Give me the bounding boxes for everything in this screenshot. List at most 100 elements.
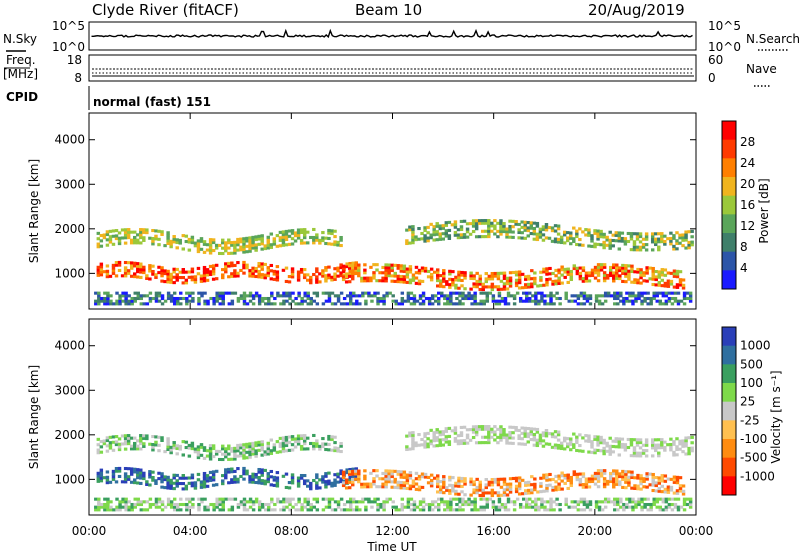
velocity-cell [215,497,219,501]
power-cell [485,296,490,301]
velocity-cell [400,505,405,509]
velocity-cell [373,500,377,504]
power-cell [400,299,405,303]
velocity-cell [511,441,515,445]
power-cell [481,219,485,223]
power-cell [184,281,189,285]
velocity-cell [239,451,243,455]
power-cell [166,231,170,235]
power-cell [623,237,628,241]
colorbar-tick-label: 20 [740,177,755,191]
velocity-cell [309,502,313,507]
power-cell [456,228,461,232]
power-cell [621,271,625,275]
power-cell [453,231,458,235]
power-cell [415,299,420,303]
velocity-cell [190,481,195,485]
velocity-cell [458,497,462,501]
power-cell [136,262,140,266]
power-cell [673,291,678,295]
velocity-cell [208,444,213,448]
velocity-cell [390,485,394,489]
velocity-cell [508,485,513,489]
velocity-cell [657,487,661,491]
power-cell [245,302,250,306]
velocity-cell [637,502,641,507]
velocity-cell [224,449,228,454]
velocity-cell [534,505,538,509]
power-cell [417,237,421,241]
power-cell [193,244,198,248]
power-cell [239,245,243,249]
power-cell [481,221,485,225]
power-cell [476,302,480,306]
velocity-cell [426,481,431,485]
power-cell [282,291,286,295]
power-cell [196,244,201,248]
power-cell [420,269,425,273]
power-cell [451,278,455,282]
velocity-cell [324,482,328,486]
velocity-cell [645,474,649,478]
power-cell [230,274,234,278]
power-cell [151,264,155,268]
velocity-cell [660,476,665,480]
power-cell [172,235,176,239]
power-cell [97,302,101,306]
power-cell [106,302,110,306]
velocity-cell [590,440,594,444]
velocity-cell [554,488,558,492]
power-cell [251,238,255,242]
velocity-cell [99,479,104,483]
power-cell [190,235,195,239]
velocity-cell [599,471,604,475]
power-cell [202,240,207,244]
velocity-cell [224,470,228,475]
velocity-cell [514,476,519,480]
velocity-cell [133,478,137,482]
velocity-cell [169,448,173,452]
power-cell [641,243,646,247]
power-cell [393,279,397,283]
velocity-cell [660,484,665,488]
power-cell [279,302,283,306]
velocity-cell [590,442,594,446]
power-cell [584,274,589,278]
velocity-cell [596,448,600,452]
power-cell [569,242,573,246]
power-cell [321,269,325,273]
power-cell [564,296,568,301]
power-cell [663,273,668,277]
power-cell [629,237,634,241]
power-cell [154,296,159,301]
power-cell [687,230,691,234]
velocity-cell [166,442,170,446]
power-cell [621,263,625,267]
power-cell [264,296,268,301]
velocity-cell [133,444,137,448]
velocity-cell [175,481,179,485]
velocity-cell [227,457,231,461]
velocity-cell [660,490,665,494]
power-cell [393,263,397,267]
power-cell [690,235,694,239]
velocity-cell [163,505,168,509]
power-cell [278,236,283,240]
power-cell [97,299,101,303]
velocity-cell [118,500,122,504]
velocity-cell [166,486,170,490]
power-cell [245,266,249,270]
power-cell [675,272,680,276]
velocity-cell [479,505,483,509]
velocity-cell [230,480,234,484]
velocity-cell [554,480,558,484]
power-cell [470,296,474,301]
velocity-cell [139,439,143,443]
velocity-cell [481,494,485,498]
power-cell [578,227,582,231]
power-cell [435,224,439,228]
velocity-cell [587,434,591,438]
power-cell [439,284,443,288]
power-cell [474,224,479,228]
velocity-cell [557,477,561,481]
